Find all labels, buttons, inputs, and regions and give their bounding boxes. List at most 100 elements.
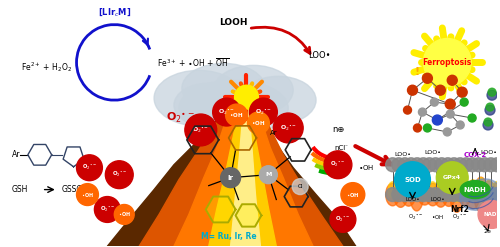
Ellipse shape [174, 83, 244, 127]
Ellipse shape [458, 178, 472, 211]
Circle shape [466, 188, 479, 202]
Ellipse shape [386, 176, 400, 213]
Text: $\bullet$OH: $\bullet$OH [118, 210, 130, 218]
Circle shape [234, 85, 258, 109]
Circle shape [484, 118, 492, 126]
Circle shape [418, 108, 426, 116]
Circle shape [490, 158, 500, 172]
Text: O$_2$$^{\bullet-}$: O$_2$$^{\bullet-}$ [255, 107, 272, 117]
Text: 2e: 2e [483, 229, 491, 234]
Ellipse shape [444, 181, 454, 199]
Circle shape [76, 184, 98, 206]
Ellipse shape [460, 178, 469, 202]
Text: SOD: SOD [404, 177, 421, 183]
Ellipse shape [420, 183, 429, 197]
Circle shape [185, 114, 216, 146]
Ellipse shape [468, 177, 477, 202]
Circle shape [447, 158, 461, 172]
Text: O$_2$$^{\bullet-}$: O$_2$$^{\bullet-}$ [280, 124, 297, 133]
Circle shape [416, 158, 430, 172]
Ellipse shape [434, 184, 448, 206]
Text: Ir: Ir [228, 175, 234, 181]
Text: O$_2$$^{\bullet-}$: O$_2$$^{\bullet-}$ [218, 107, 235, 117]
Circle shape [414, 124, 422, 132]
Circle shape [410, 158, 424, 172]
Circle shape [416, 188, 430, 202]
Text: O$_2$$^{\bullet-}$: O$_2$$^{\bullet-}$ [112, 170, 127, 179]
Circle shape [398, 158, 412, 172]
Polygon shape [139, 98, 343, 246]
Circle shape [292, 179, 308, 195]
Circle shape [468, 114, 476, 122]
Ellipse shape [410, 181, 424, 208]
Ellipse shape [466, 177, 480, 212]
Text: $\bullet$OH: $\bullet$OH [252, 119, 266, 127]
Circle shape [478, 158, 492, 172]
Ellipse shape [436, 182, 446, 197]
Text: LOO•: LOO• [425, 150, 442, 155]
Ellipse shape [154, 70, 244, 126]
Ellipse shape [450, 185, 464, 205]
Text: $\bullet$OH: $\bullet$OH [430, 213, 444, 221]
Circle shape [484, 188, 498, 202]
Text: O$_2$$^{\bullet-}$: O$_2$$^{\bullet-}$ [166, 111, 196, 125]
Circle shape [386, 158, 400, 172]
Text: GSSG: GSSG [62, 185, 83, 194]
Ellipse shape [404, 179, 413, 201]
Circle shape [422, 73, 432, 83]
Circle shape [341, 183, 365, 206]
Circle shape [386, 188, 400, 202]
Circle shape [428, 188, 442, 202]
Text: GPx4: GPx4 [443, 175, 462, 180]
Circle shape [274, 113, 303, 143]
Circle shape [486, 103, 494, 111]
Circle shape [457, 87, 467, 97]
Text: Cl: Cl [298, 184, 303, 189]
Circle shape [220, 168, 240, 188]
Ellipse shape [482, 182, 496, 207]
Circle shape [441, 188, 455, 202]
Text: Ferroptosis: Ferroptosis [422, 58, 472, 67]
Ellipse shape [476, 179, 486, 200]
Ellipse shape [490, 184, 500, 205]
Ellipse shape [214, 65, 293, 115]
Text: M: M [265, 172, 272, 177]
Ellipse shape [402, 179, 415, 210]
Ellipse shape [396, 183, 405, 197]
Circle shape [422, 188, 436, 202]
Text: Ar: Ar [12, 150, 20, 159]
Circle shape [460, 98, 468, 106]
Circle shape [490, 188, 500, 202]
Circle shape [447, 188, 461, 202]
Circle shape [453, 158, 467, 172]
Circle shape [212, 98, 240, 126]
Text: Ar: Ar [270, 130, 277, 136]
Circle shape [114, 205, 134, 224]
Ellipse shape [442, 182, 456, 208]
Text: COX-2: COX-2 [464, 152, 486, 158]
Circle shape [424, 39, 471, 86]
Text: O$_2$$^{\bullet-}$: O$_2$$^{\bullet-}$ [408, 213, 423, 222]
Circle shape [260, 166, 278, 184]
Ellipse shape [412, 180, 421, 199]
Text: ⁻: ⁻ [345, 145, 348, 150]
Circle shape [436, 162, 468, 194]
Polygon shape [208, 98, 276, 246]
Ellipse shape [460, 181, 490, 199]
Text: O$_2$$^{\bullet-}$: O$_2$$^{\bullet-}$ [82, 163, 97, 172]
Circle shape [424, 124, 432, 132]
Polygon shape [230, 102, 260, 246]
Circle shape [324, 151, 352, 179]
Circle shape [483, 120, 493, 130]
Text: GSH: GSH [12, 185, 28, 194]
Text: $\bullet$OH: $\bullet$OH [358, 163, 374, 172]
Ellipse shape [394, 184, 407, 205]
Circle shape [404, 188, 418, 202]
Text: O$_2$$^{\bullet-}$: O$_2$$^{\bullet-}$ [100, 205, 115, 214]
Circle shape [330, 206, 356, 232]
Circle shape [410, 188, 424, 202]
Circle shape [250, 98, 278, 126]
Circle shape [404, 158, 418, 172]
Text: $\bullet$OH: $\bullet$OH [230, 111, 243, 119]
Circle shape [435, 188, 448, 202]
